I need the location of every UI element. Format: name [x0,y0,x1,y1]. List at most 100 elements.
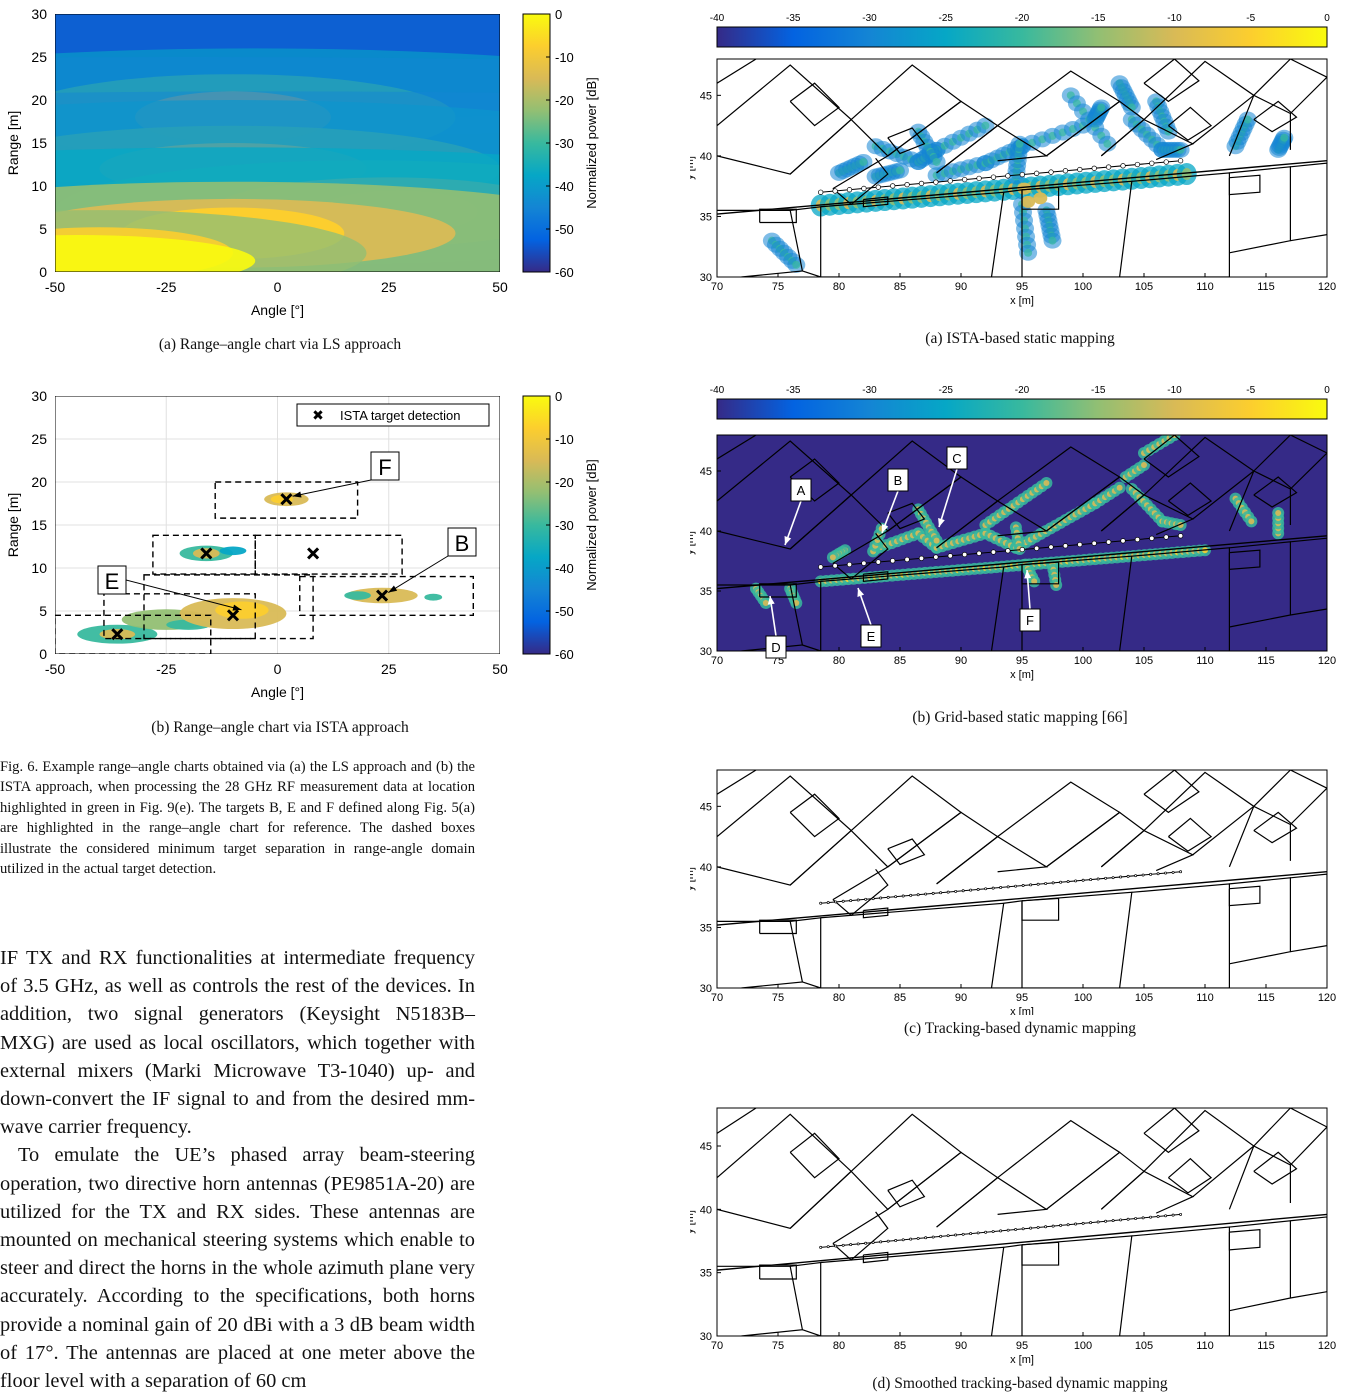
building-outline [1253,811,1298,844]
x-tick-label: 95 [1016,992,1028,1004]
figure-6-caption: Fig. 6. Example range–angle charts obtai… [0,757,475,879]
building-outline [1143,1108,1200,1154]
route-point [1019,546,1025,553]
route-point [1149,872,1153,876]
x-tick-label: 70 [711,655,723,667]
building-outline [789,793,840,838]
route-point [1051,881,1055,885]
building-outline [862,907,889,919]
route-point [894,1239,898,1242]
target-marker [226,609,240,622]
y-tick-label: 25 [31,431,47,447]
annotation: F [1019,569,1041,632]
separation-box [254,534,403,575]
separation-box [214,481,359,519]
target-marker [376,589,389,602]
route-point [1059,880,1063,884]
annotation: B [388,527,477,593]
route-point [1014,884,1018,888]
legend-label: ISTA target detection [340,408,460,423]
x-tick-label: 90 [955,1340,967,1352]
figure-9d: 70 75 80 85 90 95 100 105 110 115 120 30 35 40 45 x [m]… [684,1098,1350,1378]
route-point [969,1232,973,1236]
route-point [1164,871,1168,875]
route-point [1134,161,1141,168]
heat-blob [1275,510,1282,516]
colorbar-tick-label: -35 [786,385,801,396]
annotation-box [370,451,400,481]
building-outline [717,770,758,795]
route-point [1051,1224,1055,1228]
building-outline [1119,1226,1231,1336]
colorbar-tick-label: -5 [1246,385,1255,396]
y-tick-label: 5 [39,221,47,237]
y-tick-label: 30 [700,1331,712,1343]
building-outline [1253,476,1298,508]
building-outline [1228,805,1292,868]
route-point [849,1243,853,1247]
x-tick-label: 120 [1318,1340,1336,1352]
colorbar-tick-label: -50 [555,604,574,619]
route-point [1120,163,1126,169]
colorbar-label: Normalized power [dB] [584,77,599,209]
route-point [1179,1212,1183,1216]
street-edge [717,535,1327,590]
building-outline [832,157,889,206]
route-point [1105,164,1112,170]
building-outline [832,1211,889,1261]
colorbar-tick-label: -10 [1167,13,1182,24]
y-tick-label: 20 [31,92,47,108]
route-point [1149,1215,1153,1219]
x-tick-label: 115 [1257,281,1275,293]
track-marker [690,1098,695,1103]
x-tick-label: 50 [492,279,508,295]
track-marker [690,760,695,765]
route-point [1149,160,1155,166]
colorbar-tick-label: -60 [555,647,574,662]
y-tick-label: 45 [700,466,712,478]
route-point [924,1236,928,1240]
building-outline [1253,59,1327,114]
x-tick-label: 105 [1135,992,1153,1004]
target-marker [280,493,293,506]
building-outline [1228,94,1292,157]
route-point [1029,1226,1033,1230]
building-outline [1021,180,1133,277]
building-outline [1290,162,1327,242]
route-point [1074,879,1078,883]
x-tick-label: 0 [274,279,282,295]
annotation-label: E [867,629,876,644]
arrow-head [767,596,775,605]
route-point [1163,159,1169,165]
building-outline [887,502,926,530]
x-tick-label: 115 [1257,992,1275,1004]
heat-blob [1015,139,1024,148]
route-point [999,886,1003,889]
x-tick-label: 95 [1016,655,1028,667]
annotation-label: F [378,455,391,480]
x-tick-label: 120 [1318,992,1336,1004]
route-point [1077,166,1083,173]
building-outline [1229,541,1292,628]
x-tick-label: 110 [1196,281,1214,293]
colorbar-tick-label: -20 [1015,385,1030,396]
plot-area [55,14,500,272]
route-point [947,178,953,184]
arrow-head [1024,570,1032,579]
building-outline [1100,1170,1195,1214]
building-outline [789,494,889,564]
y-tick-label: 0 [39,646,47,662]
x-tick-label: 100 [1074,1340,1092,1352]
track-marker [690,760,695,765]
x-axis-label: Angle [°] [251,684,304,700]
heat-blob [1043,480,1050,486]
colorbar-tick-label: -15 [1091,13,1106,24]
building-outline [1229,166,1292,254]
colorbar-tick-label: -30 [555,136,574,151]
x-tick-label: 110 [1196,1340,1214,1352]
annotation-label: B [455,531,470,556]
route-point [1081,1221,1085,1225]
route-point [846,187,853,193]
y-tick-label: 35 [700,1268,712,1280]
x-tick-label: 25 [381,279,397,295]
